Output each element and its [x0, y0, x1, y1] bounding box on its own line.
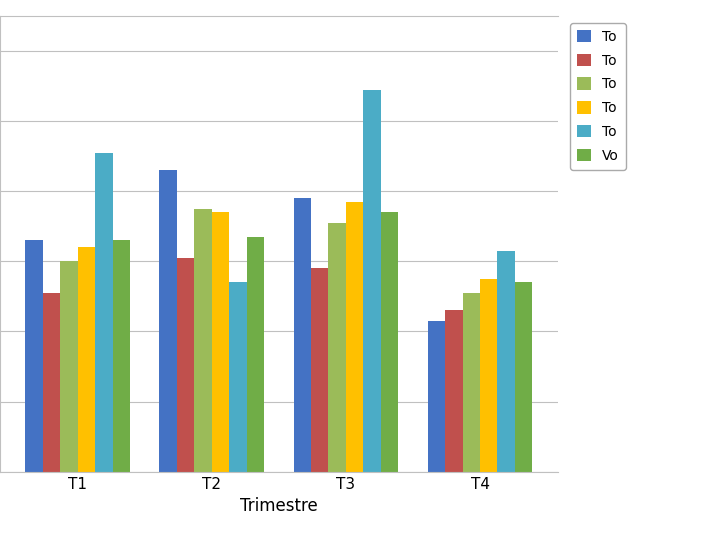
Bar: [498, 251, 515, 472]
Bar: [463, 293, 480, 472]
Bar: [428, 321, 445, 472]
Bar: [95, 153, 112, 472]
Bar: [60, 262, 78, 472]
Bar: [445, 310, 463, 472]
Bar: [480, 279, 498, 472]
Bar: [346, 202, 363, 472]
Bar: [515, 282, 533, 472]
Bar: [230, 282, 247, 472]
Bar: [363, 90, 381, 472]
Bar: [194, 209, 212, 472]
Bar: [43, 293, 60, 472]
Bar: [381, 212, 398, 472]
Bar: [25, 240, 43, 472]
Bar: [177, 258, 194, 472]
Bar: [311, 269, 328, 472]
Bar: [78, 248, 95, 472]
Bar: [328, 223, 346, 472]
Bar: [159, 170, 177, 472]
Bar: [212, 212, 230, 472]
Legend: To, To, To, To, To, Vo: To, To, To, To, To, Vo: [571, 23, 626, 169]
Bar: [294, 198, 311, 472]
Bar: [112, 240, 130, 472]
X-axis label: Trimestre: Trimestre: [240, 497, 317, 515]
Bar: [247, 237, 264, 472]
